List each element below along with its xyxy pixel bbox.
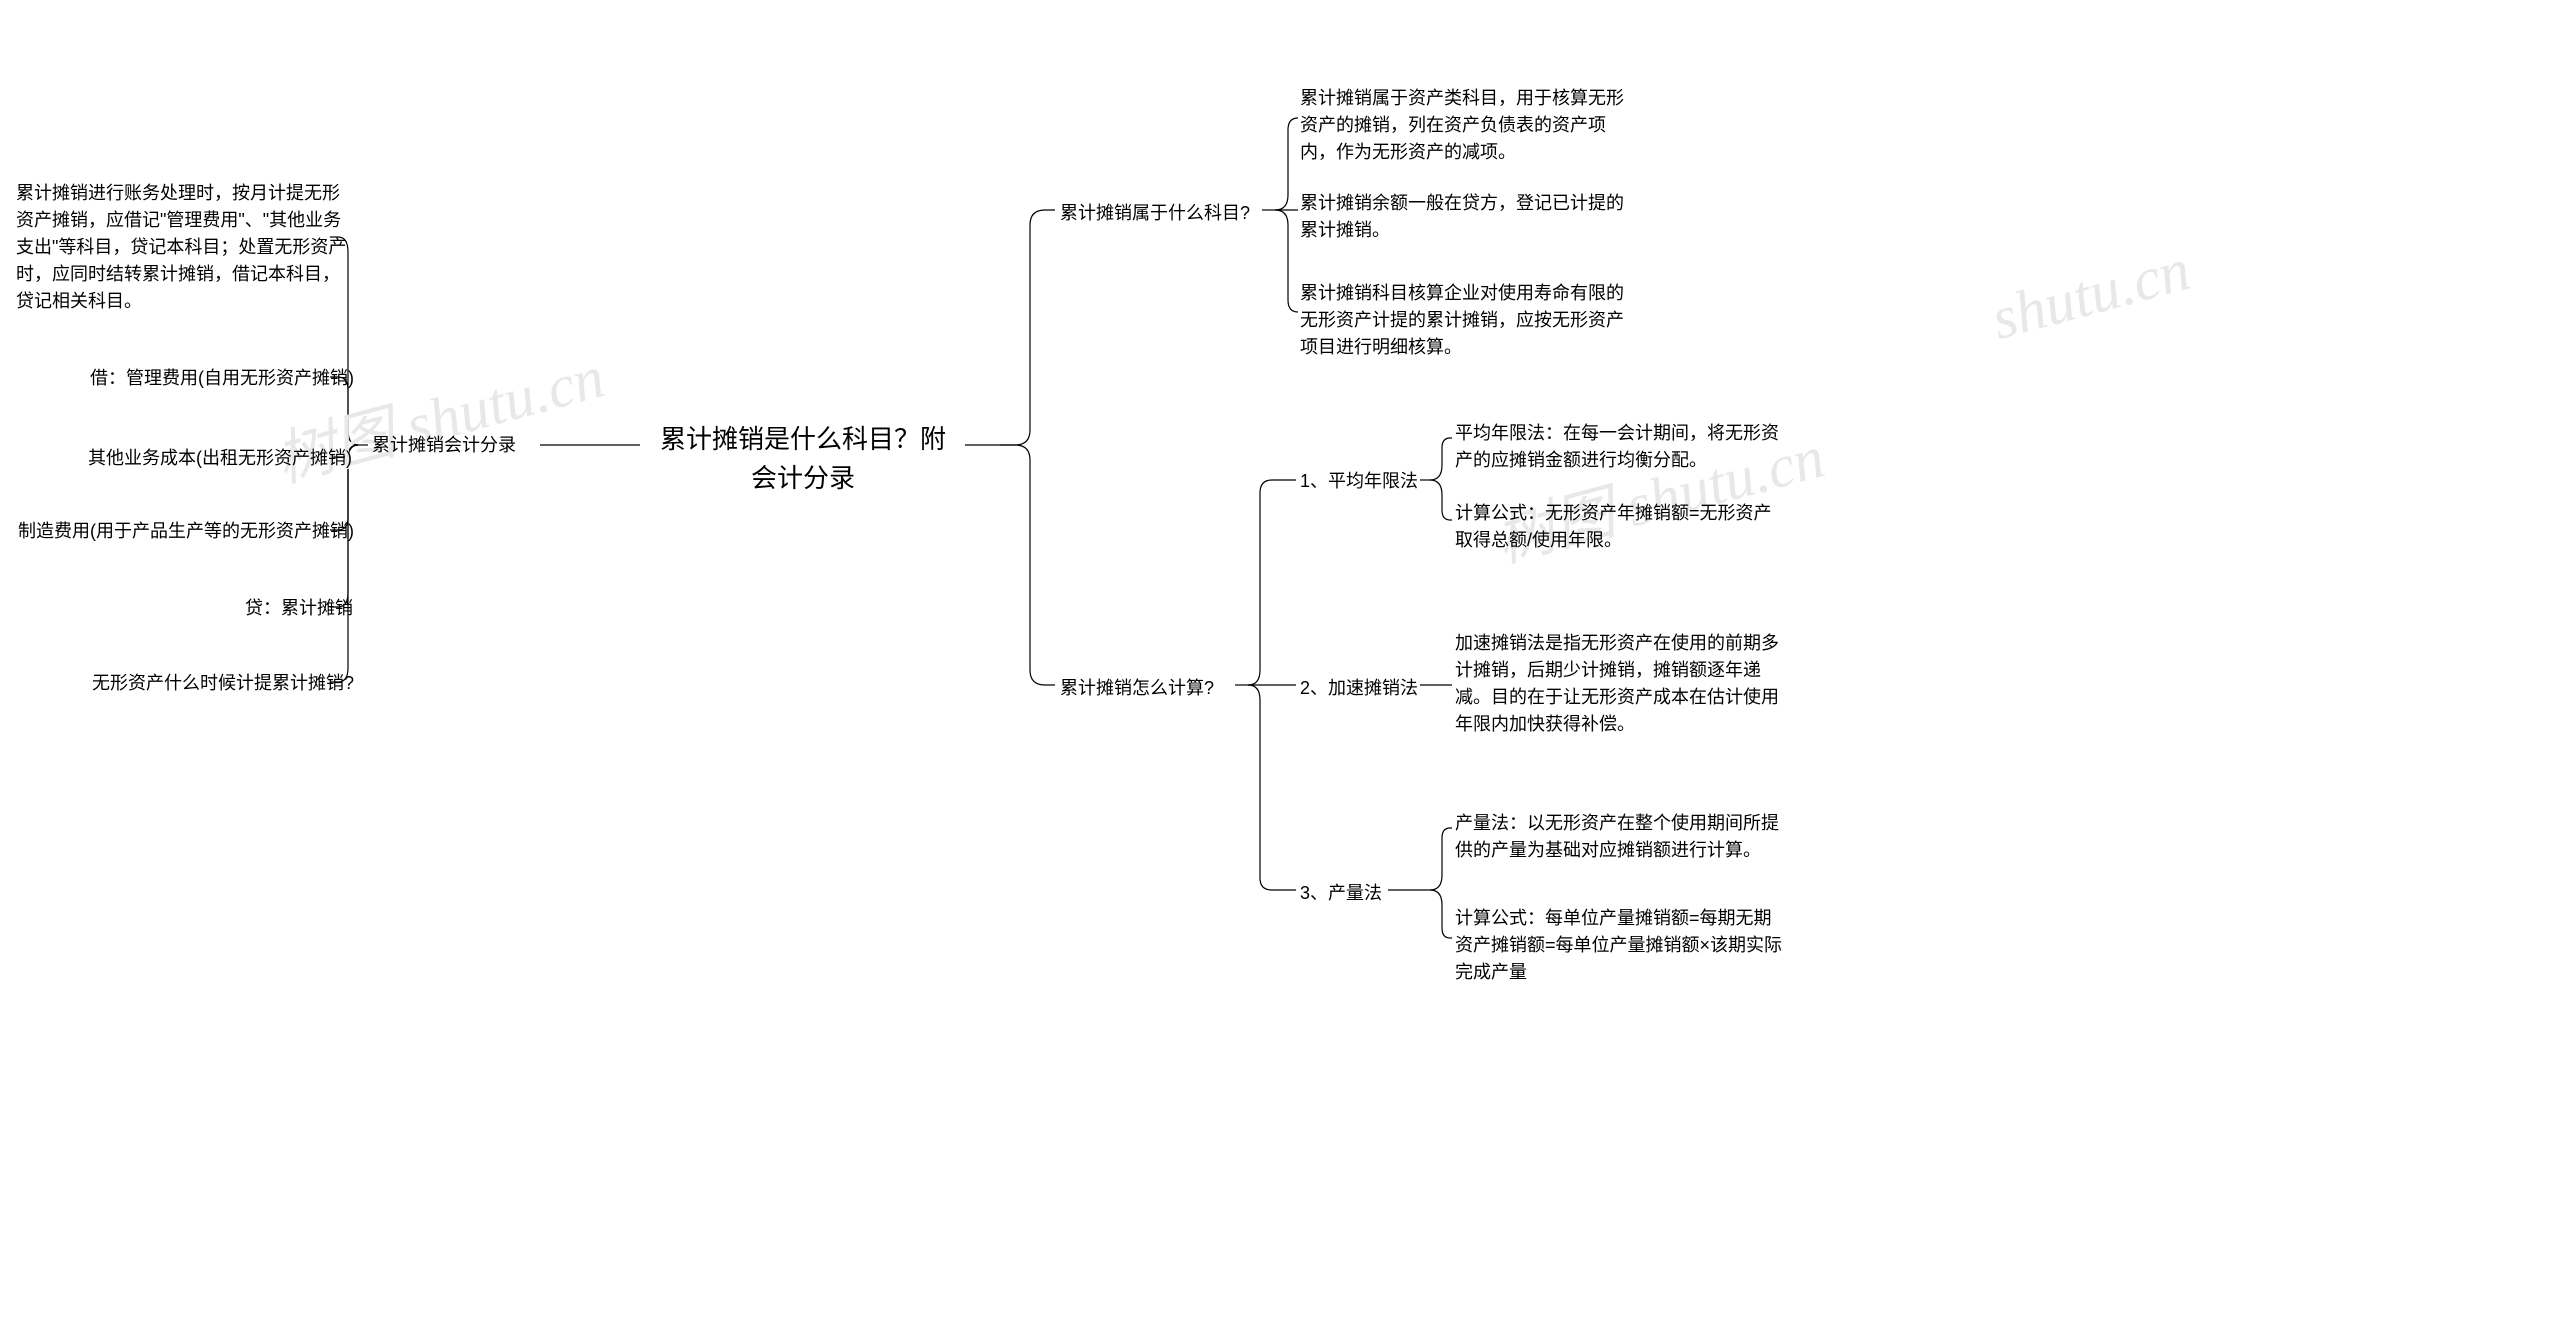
right-b0-leaf-2: 累计摊销科目核算企业对使用寿命有限的无形资产计提的累计摊销，应按无形资产项目进行… [1300, 280, 1630, 361]
right-b0-leaf-0: 累计摊销属于资产类科目，用于核算无形资产的摊销，列在资产负债表的资产项内，作为无… [1300, 85, 1630, 166]
right-b1-sub2-leaf-0: 产量法：以无形资产在整个使用期间所提供的产量为基础对应摊销额进行计算。 [1455, 810, 1785, 864]
left-leaf-2: 其他业务成本(出租无形资产摊销) [88, 445, 352, 472]
right-b1-sub-1: 2、加速摊销法 [1300, 675, 1418, 702]
root-line1: 累计摊销是什么科目？附 [660, 424, 946, 454]
right-b1-sub2-leaf-1: 计算公式：每单位产量摊销额=每期无期资产摊销额=每单位产量摊销额×该期实际完成产… [1455, 905, 1785, 986]
right-b1-sub-0: 1、平均年限法 [1300, 468, 1418, 495]
right-branch-0: 累计摊销属于什么科目? [1060, 200, 1250, 227]
connectors-svg [0, 0, 2560, 1320]
right-b0-leaf-1: 累计摊销余额一般在贷方，登记已计提的累计摊销。 [1300, 190, 1630, 244]
left-leaf-4: 贷：累计摊销 [245, 595, 353, 622]
root-line2: 会计分录 [751, 463, 855, 493]
left-leaf-1: 借：管理费用(自用无形资产摊销) [90, 365, 354, 392]
right-branch-1: 累计摊销怎么计算? [1060, 675, 1214, 702]
left-branch: 累计摊销会计分录 [372, 432, 516, 459]
root-node: 累计摊销是什么科目？附 会计分录 [648, 420, 958, 498]
right-b1-sub1-leaf-0: 加速摊销法是指无形资产在使用的前期多计摊销，后期少计摊销，摊销额逐年递减。目的在… [1455, 630, 1795, 738]
right-b1-sub0-leaf-1: 计算公式：无形资产年摊销额=无形资产取得总额/使用年限。 [1455, 500, 1785, 554]
left-leaf-3: 制造费用(用于产品生产等的无形资产摊销) [18, 518, 354, 545]
right-b1-sub0-leaf-0: 平均年限法：在每一会计期间，将无形资产的应摊销金额进行均衡分配。 [1455, 420, 1785, 474]
left-leaf-5: 无形资产什么时候计提累计摊销? [92, 670, 354, 697]
left-leaf-0: 累计摊销进行账务处理时，按月计提无形资产摊销，应借记"管理费用"、"其他业务支出… [16, 180, 356, 315]
right-b1-sub-2: 3、产量法 [1300, 880, 1382, 907]
